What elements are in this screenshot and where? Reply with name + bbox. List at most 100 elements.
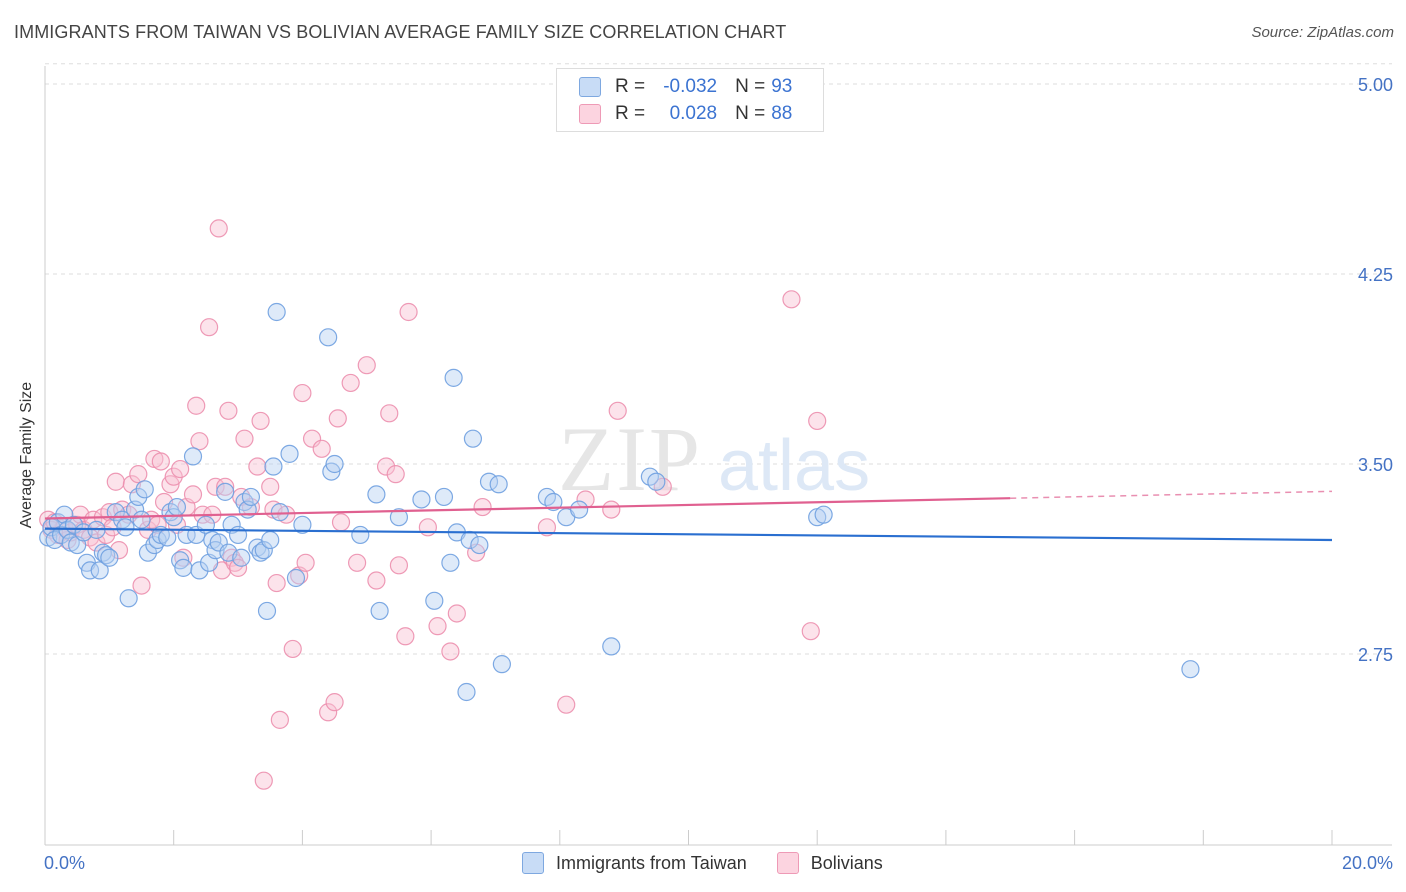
data-point — [267, 573, 286, 593]
data-point — [119, 589, 138, 608]
data-point — [647, 472, 666, 491]
data-point — [296, 553, 315, 572]
data-point — [254, 771, 273, 790]
data-point — [347, 553, 367, 572]
y-tick-label: 3.50 — [1358, 455, 1393, 475]
data-point — [132, 576, 151, 595]
data-point — [87, 533, 106, 552]
data-point — [331, 513, 351, 532]
data-point — [814, 505, 833, 524]
data-point — [399, 302, 418, 322]
data-point — [608, 401, 627, 420]
data-point — [90, 561, 109, 580]
trend-line-bolivians — [44, 497, 1011, 520]
data-point — [312, 439, 331, 458]
data-point — [389, 508, 409, 527]
data-point — [782, 290, 801, 309]
data-point — [241, 487, 261, 507]
data-point — [270, 710, 289, 729]
data-point — [351, 525, 370, 545]
data-point — [187, 396, 206, 415]
data-point — [174, 548, 193, 567]
series-bolivians — [39, 219, 827, 790]
data-point — [129, 487, 148, 507]
legend-swatch-taiwan — [522, 852, 544, 874]
x-tick-labels: 0.0% 20.0% — [44, 853, 1393, 873]
trend-lines — [44, 490, 1333, 542]
legend-item-bolivians[interactable]: Bolivians — [776, 852, 883, 874]
legend-swatch-taiwan — [579, 77, 601, 97]
data-point — [293, 383, 312, 403]
data-point — [267, 302, 286, 322]
legend-n-label: N = — [735, 103, 766, 124]
grid-lines — [45, 63, 1392, 655]
data-point — [251, 543, 270, 562]
trend-line-bolivians-extrapolated — [1010, 490, 1333, 499]
data-point — [129, 465, 148, 484]
data-point — [492, 655, 511, 674]
data-point — [602, 637, 621, 656]
data-point — [167, 497, 187, 517]
data-point — [158, 528, 177, 547]
data-point — [444, 368, 463, 387]
axes — [44, 66, 1392, 846]
data-point — [447, 604, 466, 623]
data-point — [1181, 660, 1200, 679]
data-point — [293, 515, 312, 534]
data-point — [473, 497, 492, 517]
legend-n-value: 93 — [771, 76, 793, 97]
data-point — [441, 642, 460, 661]
data-point — [470, 535, 489, 555]
legend-n-label: N = — [735, 76, 766, 97]
data-point — [418, 518, 437, 537]
data-point — [216, 482, 235, 501]
watermark: ZIP atlas — [558, 408, 870, 510]
data-point — [106, 472, 125, 491]
data-point — [248, 457, 267, 476]
data-point — [206, 477, 225, 496]
data-point — [376, 457, 396, 476]
data-point — [441, 553, 460, 572]
legend-label-bolivians: Bolivians — [810, 852, 883, 873]
y-tick-labels: 2.75 3.50 4.25 5.00 — [1358, 75, 1393, 665]
legend-row-taiwan: R = -0.032 N = 93 — [579, 76, 792, 98]
x-tick-label: 20.0% — [1342, 853, 1393, 873]
data-point — [319, 703, 338, 722]
legend-item-taiwan[interactable]: Immigrants from Taiwan — [522, 852, 747, 874]
data-point — [357, 356, 376, 375]
data-point — [235, 429, 254, 448]
y-tick-label: 2.75 — [1358, 645, 1393, 665]
data-point — [367, 571, 386, 590]
data-point — [428, 617, 447, 636]
data-point — [151, 452, 170, 471]
data-point — [325, 693, 344, 712]
watermark-zip: ZIP — [558, 408, 702, 510]
data-point — [286, 568, 306, 588]
legend-r-value: -0.032 — [663, 76, 718, 97]
data-point — [190, 561, 209, 580]
data-point — [174, 558, 193, 577]
correlation-legend: R = -0.032 N = 93 R = 0.028 N = 88 — [556, 68, 824, 132]
legend-r-value: 0.028 — [669, 103, 718, 124]
data-point — [232, 548, 251, 567]
legend-row-bolivians: R = 0.028 N = 88 — [579, 103, 792, 125]
data-point — [219, 401, 238, 420]
data-point — [80, 561, 100, 580]
y-tick-label: 4.25 — [1358, 265, 1393, 285]
legend-r-label: R = — [615, 76, 646, 97]
data-point — [270, 503, 289, 522]
data-point — [138, 543, 158, 562]
data-point — [367, 485, 386, 504]
data-point — [434, 487, 454, 507]
legend-swatch-bolivians — [579, 104, 601, 124]
data-point — [251, 411, 270, 431]
data-point — [537, 518, 557, 537]
legend-n-value: 88 — [771, 103, 793, 124]
data-point — [164, 508, 183, 527]
data-point — [116, 518, 135, 537]
data-point — [602, 500, 621, 519]
data-point — [380, 404, 399, 423]
trend-line-taiwan — [44, 527, 1333, 542]
data-point — [222, 515, 241, 534]
data-point — [209, 219, 228, 238]
